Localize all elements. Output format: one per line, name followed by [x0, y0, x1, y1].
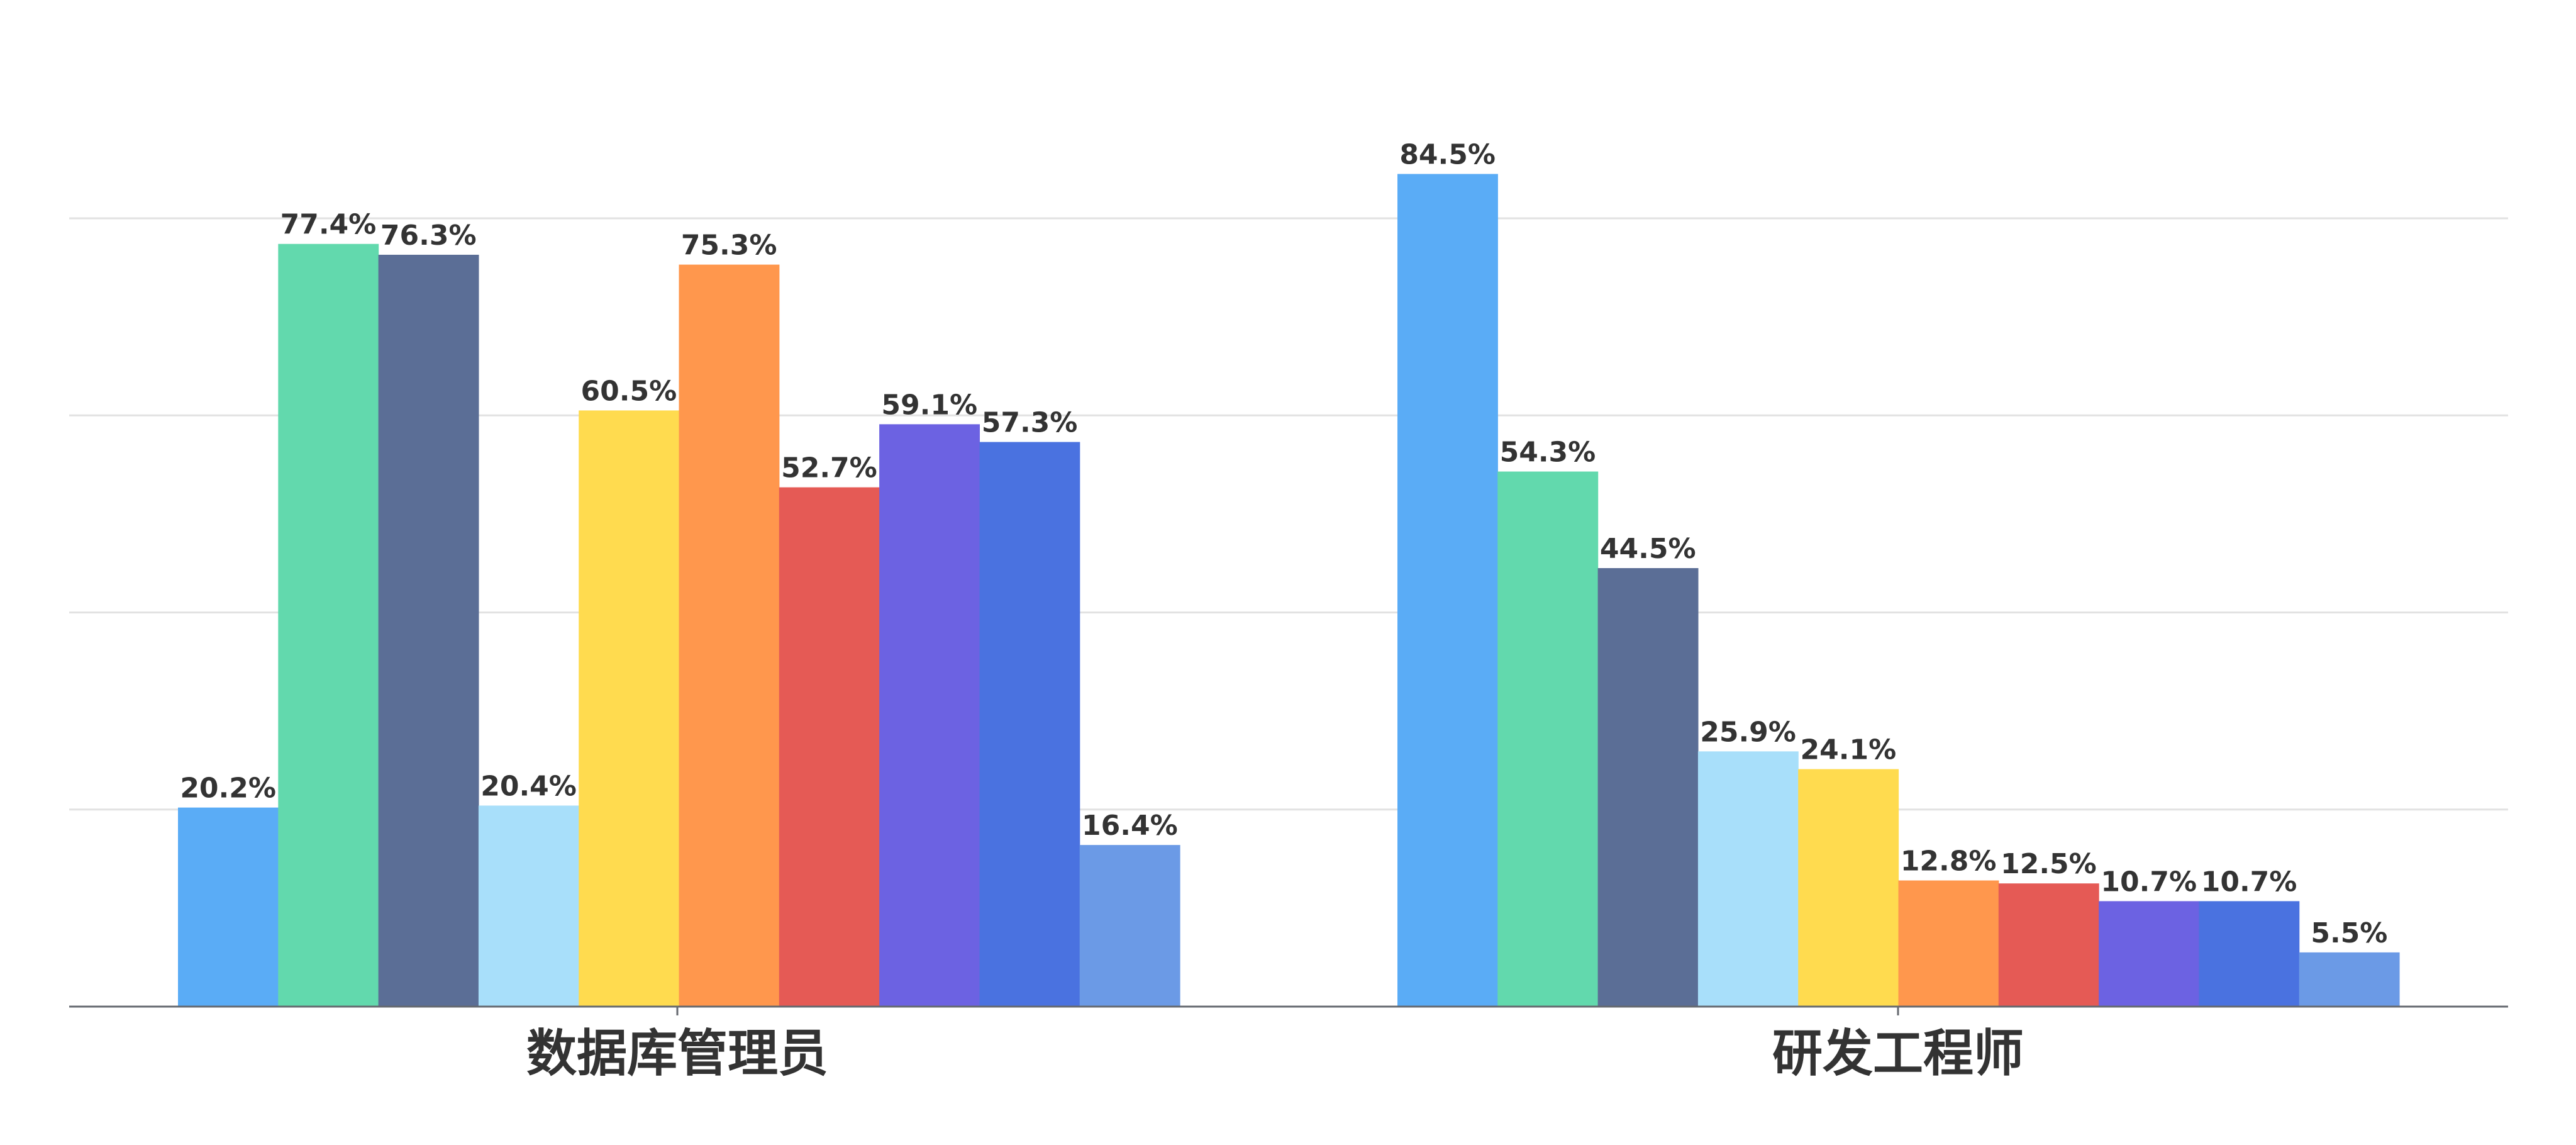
value-label-2-3: 44.5%: [1600, 533, 1696, 565]
bar-1-8: [879, 424, 980, 1007]
bar-1-2: [278, 243, 379, 1007]
bar-2-1: [1397, 174, 1498, 1007]
category-labels: 数据库管理员 研发工程师: [526, 1024, 2024, 1083]
value-label-2-7: 12.5%: [2001, 848, 2097, 880]
x-axis-ticks: [676, 1007, 1899, 1015]
value-label-1-2: 77.4%: [280, 209, 377, 241]
value-label-1-4: 20.4%: [480, 770, 577, 802]
bar-2-8: [2099, 901, 2199, 1007]
bar-1-3: [378, 254, 479, 1007]
value-label-1-6: 75.3%: [681, 230, 777, 262]
bar-2-6: [1898, 880, 1999, 1007]
bar-2-7: [1998, 883, 2099, 1007]
bar-1-6: [679, 264, 780, 1007]
value-label-1-3: 76.3%: [380, 220, 477, 252]
value-label-2-8: 10.7%: [2101, 866, 2197, 898]
value-label-2-5: 24.1%: [1801, 734, 1897, 766]
bar-1-5: [579, 410, 680, 1007]
value-label-1-10: 16.4%: [1082, 810, 1178, 842]
bar-1-7: [779, 487, 880, 1007]
bar-2-10: [2299, 952, 2400, 1007]
category-label-1: 数据库管理员: [526, 1024, 828, 1083]
bar-2-3: [1597, 568, 1699, 1007]
value-label-2-1: 84.5%: [1399, 139, 1496, 171]
value-label-2-4: 25.9%: [1700, 716, 1796, 748]
value-label-1-8: 59.1%: [881, 389, 977, 421]
value-label-1-5: 60.5%: [581, 375, 677, 407]
value-label-1-1: 20.2%: [180, 773, 276, 805]
value-labels: 20.2% 77.4% 76.3% 20.4% 60.5% 75.3% 52.7%59.1%…: [180, 139, 2387, 949]
value-label-2-2: 54.3%: [1500, 437, 1596, 469]
value-label-2-6: 12.8%: [1901, 846, 1997, 878]
value-label-2-9: 10.7%: [2201, 866, 2297, 898]
bar-2-2: [1497, 471, 1599, 1007]
value-label-1-9: 57.3%: [982, 407, 1078, 439]
bar-2-4: [1697, 751, 1799, 1007]
category-label-2: 研发工程师: [1772, 1024, 2024, 1083]
bar-1-10: [1079, 845, 1180, 1007]
bar-1-4: [478, 805, 579, 1007]
value-label-1-7: 52.7%: [781, 452, 877, 484]
bar-2-9: [2199, 901, 2300, 1007]
value-label-2-10: 5.5%: [2311, 917, 2387, 949]
bar-1-9: [979, 442, 1080, 1007]
bar-1-1: [178, 807, 279, 1007]
bar-2-5: [1798, 769, 1899, 1007]
bars: [178, 174, 2400, 1007]
